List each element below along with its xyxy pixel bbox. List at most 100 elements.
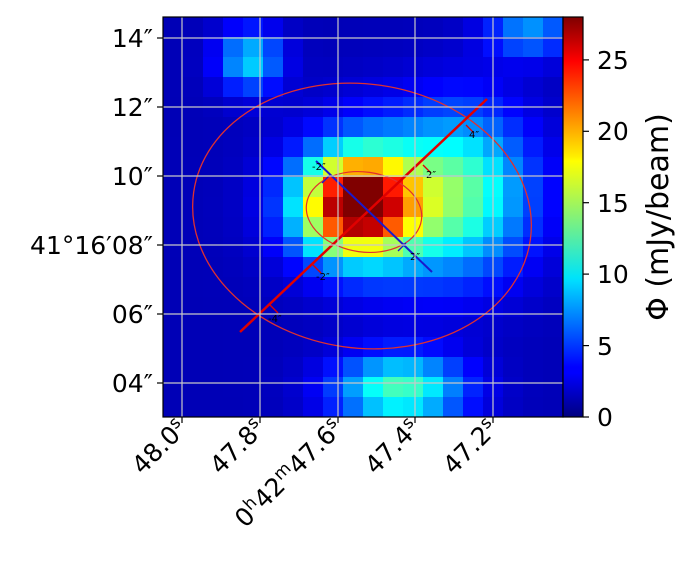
heatmap-cell: [423, 217, 444, 238]
heatmap-cell: [543, 337, 563, 358]
heatmap-cell: [383, 37, 404, 58]
heatmap-cell: [343, 77, 364, 98]
heatmap-cell: [463, 337, 484, 358]
heatmap-cell: [423, 317, 444, 338]
heatmap-cell: [163, 17, 184, 38]
heatmap-cell: [403, 237, 424, 258]
heatmap-cell: [263, 297, 284, 318]
heatmap-cell: [503, 297, 524, 318]
heatmap-cell: [343, 237, 364, 258]
heatmap-cell: [263, 77, 284, 98]
heatmap-cell: [163, 277, 184, 298]
heatmap-cell: [323, 197, 344, 218]
heatmap-cell: [363, 277, 384, 298]
heatmap-cell: [383, 57, 404, 78]
heatmap-cell: [383, 237, 404, 258]
heatmap-cell: [463, 117, 484, 138]
colorbar-ticks: [583, 59, 589, 418]
heatmap-cell: [363, 37, 384, 58]
heatmap-cell: [503, 177, 524, 198]
y-tick-label: 12″: [112, 93, 153, 122]
heatmap-cell: [343, 217, 364, 238]
heatmap-cell: [523, 317, 544, 338]
heatmap-cell: [343, 277, 364, 298]
heatmap-cell: [503, 17, 524, 38]
heatmap-cell: [423, 277, 444, 298]
heatmap-cell: [183, 377, 204, 398]
heatmap-cell: [463, 297, 484, 318]
heatmap-cell: [443, 117, 464, 138]
colorbar-tick-label: 5: [597, 332, 613, 361]
heatmap-cell: [503, 357, 524, 378]
heatmap-cell: [203, 157, 224, 178]
heatmap-cell: [223, 277, 244, 298]
y-tick-label: 14″: [112, 24, 153, 53]
heatmap-cell: [423, 297, 444, 318]
heatmap-cell: [383, 297, 404, 318]
heatmap-cell: [243, 257, 264, 278]
heatmap-cell: [463, 157, 484, 178]
heatmap-cell: [503, 157, 524, 178]
heatmap-cell: [303, 237, 324, 258]
heatmap-cell: [503, 217, 524, 238]
heatmap-cell: [463, 137, 484, 158]
heatmap-cell: [203, 197, 224, 218]
heatmap-cell: [323, 217, 344, 238]
heatmap-cell: [243, 57, 264, 78]
heatmap-cell: [203, 397, 224, 417]
heatmap-cell: [303, 77, 324, 98]
heatmap-cell: [283, 197, 304, 218]
heatmap-cell: [183, 57, 204, 78]
heatmap-cell: [163, 237, 184, 258]
heatmap-cell: [283, 297, 304, 318]
heatmap-cell: [263, 177, 284, 198]
heatmap-cell: [403, 77, 424, 98]
heatmap-cell: [523, 357, 544, 378]
heatmap-cell: [283, 57, 304, 78]
heatmap-cell: [323, 17, 344, 38]
heatmap-cell: [443, 277, 464, 298]
heatmap-cell: [463, 37, 484, 58]
heatmap-cell: [423, 377, 444, 398]
heatmap-cell: [423, 237, 444, 258]
heatmap-cell: [323, 177, 344, 198]
heatmap-cell: [303, 197, 324, 218]
heatmap-cell: [283, 237, 304, 258]
heatmap-cell: [243, 337, 264, 358]
fit-ellipse-outer: [192, 82, 532, 350]
heatmap-cell: [363, 177, 384, 198]
heatmap-cell: [223, 77, 244, 98]
heatmap-cell: [243, 397, 264, 417]
heatmap-cell: [303, 177, 324, 198]
heatmap-cell: [463, 317, 484, 338]
heatmap-cell: [263, 277, 284, 298]
heatmap-cell: [343, 317, 364, 338]
heatmap-cell: [183, 217, 204, 238]
heatmap-cell: [363, 397, 384, 417]
heatmap-cell: [443, 217, 464, 238]
heatmap-cell: [183, 337, 204, 358]
heatmap-cell: [223, 337, 244, 358]
heatmap-cell: [203, 357, 224, 378]
heatmap-cell: [323, 317, 344, 338]
heatmap-cell: [443, 317, 464, 338]
heatmap-cell: [263, 17, 284, 38]
heatmap-cell: [263, 397, 284, 417]
heatmap-cell: [443, 237, 464, 258]
heatmap-cell: [443, 177, 464, 198]
heatmap-cell: [543, 277, 563, 298]
heatmap-cell: [243, 177, 264, 198]
heatmap-cell: [303, 37, 324, 58]
heatmap-cell: [463, 197, 484, 218]
heatmap-cell: [423, 197, 444, 218]
heatmap-cell: [303, 277, 324, 298]
heatmap-cell: [203, 57, 224, 78]
heatmap-cell: [423, 177, 444, 198]
heatmap-cell: [383, 197, 404, 218]
heatmap-cell: [403, 37, 424, 58]
heatmap-cell: [363, 317, 384, 338]
heatmap-cell: [383, 257, 404, 278]
heatmap-cell: [543, 137, 563, 158]
heatmap-cell: [203, 177, 224, 198]
heatmap-cell: [443, 57, 464, 78]
